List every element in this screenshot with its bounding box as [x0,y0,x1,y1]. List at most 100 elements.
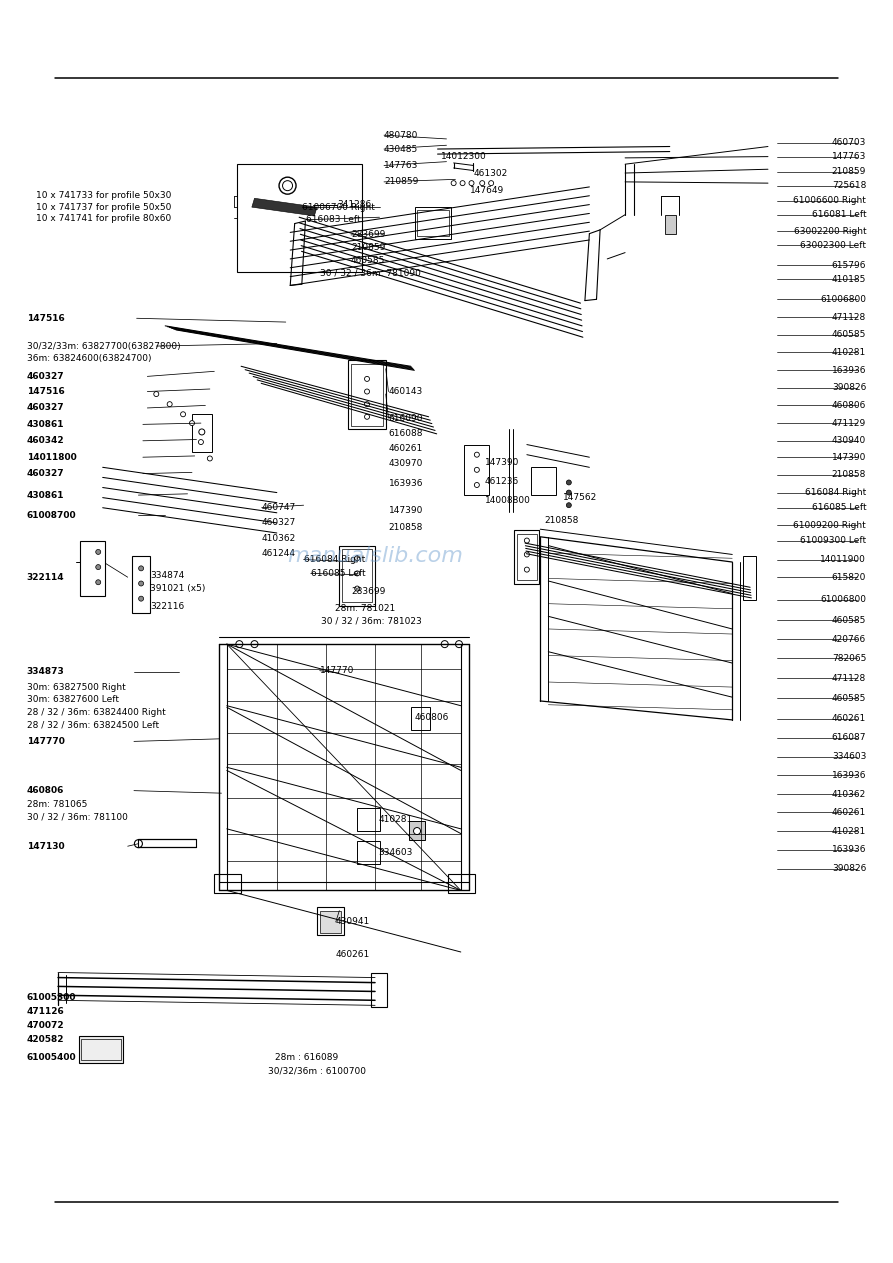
Text: 163936: 163936 [388,479,423,489]
Bar [665,215,676,234]
Text: 30 / 32 / 36m: 781090: 30 / 32 / 36m: 781090 [320,268,421,278]
Text: 10 x 741733 for profile 50x30: 10 x 741733 for profile 50x30 [36,191,171,201]
Text: 61006600 Right: 61006600 Right [793,196,866,206]
Bar [743,556,756,600]
Text: 10 x 741737 for profile 50x50: 10 x 741737 for profile 50x50 [36,202,171,212]
Circle shape [469,181,474,186]
Text: 63002300 Left: 63002300 Left [800,240,866,250]
Text: 30/32/33m: 63827700(63827800): 30/32/33m: 63827700(63827800) [27,341,180,351]
Circle shape [524,567,530,572]
Text: 210859: 210859 [384,177,418,187]
Circle shape [207,456,213,461]
Bar [317,907,344,935]
Text: 61009200 Right: 61009200 Right [794,520,866,530]
Circle shape [474,467,480,472]
Text: 430485: 430485 [384,144,418,154]
Circle shape [566,490,572,495]
Text: 322116: 322116 [150,601,184,611]
Bar [531,467,556,495]
Bar [464,445,489,495]
Circle shape [96,580,101,585]
Bar [351,364,383,426]
Text: 461236: 461236 [485,476,519,486]
Text: 147390: 147390 [832,452,866,462]
Text: 615820: 615820 [832,572,866,582]
Text: 616090: 616090 [388,413,423,423]
Text: 430861: 430861 [27,419,64,429]
Text: manualslib.com: manualslib.com [288,546,463,566]
Bar [514,530,539,584]
Text: 782065: 782065 [832,653,866,663]
Text: 163936: 163936 [831,770,866,781]
Circle shape [180,412,186,417]
Circle shape [189,421,195,426]
Text: 616088: 616088 [388,428,423,438]
Text: 460585: 460585 [832,615,866,625]
Text: 28 / 32 / 36m: 63824400 Right: 28 / 32 / 36m: 63824400 Right [27,707,165,717]
Text: 420766: 420766 [832,634,866,644]
Text: 460327: 460327 [27,469,64,479]
Text: 460585: 460585 [832,330,866,340]
Text: 616081 Left: 616081 Left [812,210,866,220]
Text: 460585: 460585 [832,693,866,703]
Circle shape [251,640,258,648]
Text: 14008800: 14008800 [485,495,530,505]
Circle shape [413,827,421,835]
Text: 460806: 460806 [27,786,64,796]
Text: 460327: 460327 [262,518,296,528]
Bar [371,973,387,1007]
Polygon shape [252,198,317,216]
Circle shape [154,392,159,397]
Text: 430861: 430861 [27,490,64,500]
Bar [357,808,380,831]
Bar [192,414,212,452]
Text: 14011800: 14011800 [27,452,77,462]
Text: 616084 Right: 616084 Right [805,488,866,498]
Bar [411,707,430,730]
Bar [132,556,150,613]
Bar [214,874,241,893]
Text: 14011900: 14011900 [821,554,866,565]
Text: 61006800: 61006800 [820,294,866,304]
Circle shape [455,640,463,648]
Text: 471129: 471129 [832,418,866,428]
Text: 460261: 460261 [336,950,370,960]
Text: 460342: 460342 [27,436,64,446]
Text: 147770: 147770 [320,666,354,676]
Text: 430940: 430940 [832,436,866,446]
Text: 30 / 32 / 36m: 781100: 30 / 32 / 36m: 781100 [27,812,128,822]
Text: 460143: 460143 [388,386,422,397]
Text: 61008700: 61008700 [27,510,77,520]
Bar [342,549,372,602]
Text: 283699: 283699 [351,230,385,240]
Text: 460806: 460806 [414,712,448,722]
Text: 147763: 147763 [384,160,418,171]
Circle shape [138,596,144,601]
Text: 616085 Left: 616085 Left [812,503,866,513]
Circle shape [451,181,456,186]
Text: 28m: 781021: 28m: 781021 [335,604,395,614]
Circle shape [474,452,480,457]
Text: 410185: 410185 [832,274,866,284]
Text: 420582: 420582 [27,1034,64,1045]
Circle shape [279,177,296,195]
Text: 410362: 410362 [262,533,296,543]
Text: 10 x 741741 for profile 80x60: 10 x 741741 for profile 80x60 [36,213,171,224]
Text: 391021 (x5): 391021 (x5) [150,584,205,594]
Circle shape [474,482,480,488]
Text: 471128: 471128 [832,673,866,683]
Bar [415,207,451,239]
Text: 30 / 32 / 36m: 781023: 30 / 32 / 36m: 781023 [321,616,422,626]
Text: 460327: 460327 [27,403,64,413]
Text: 461244: 461244 [262,548,296,558]
Circle shape [135,840,142,847]
Text: 460327: 460327 [27,371,64,381]
Text: 210858: 210858 [388,523,422,533]
Text: 616087: 616087 [831,733,866,743]
Bar [448,874,475,893]
Text: 28 / 32 / 36m: 63824500 Left: 28 / 32 / 36m: 63824500 Left [27,720,159,730]
Text: 14012300: 14012300 [441,152,487,162]
Text: 322114: 322114 [27,572,64,582]
Text: 210859: 210859 [832,167,866,177]
Text: 616085 Left: 616085 Left [311,568,365,578]
